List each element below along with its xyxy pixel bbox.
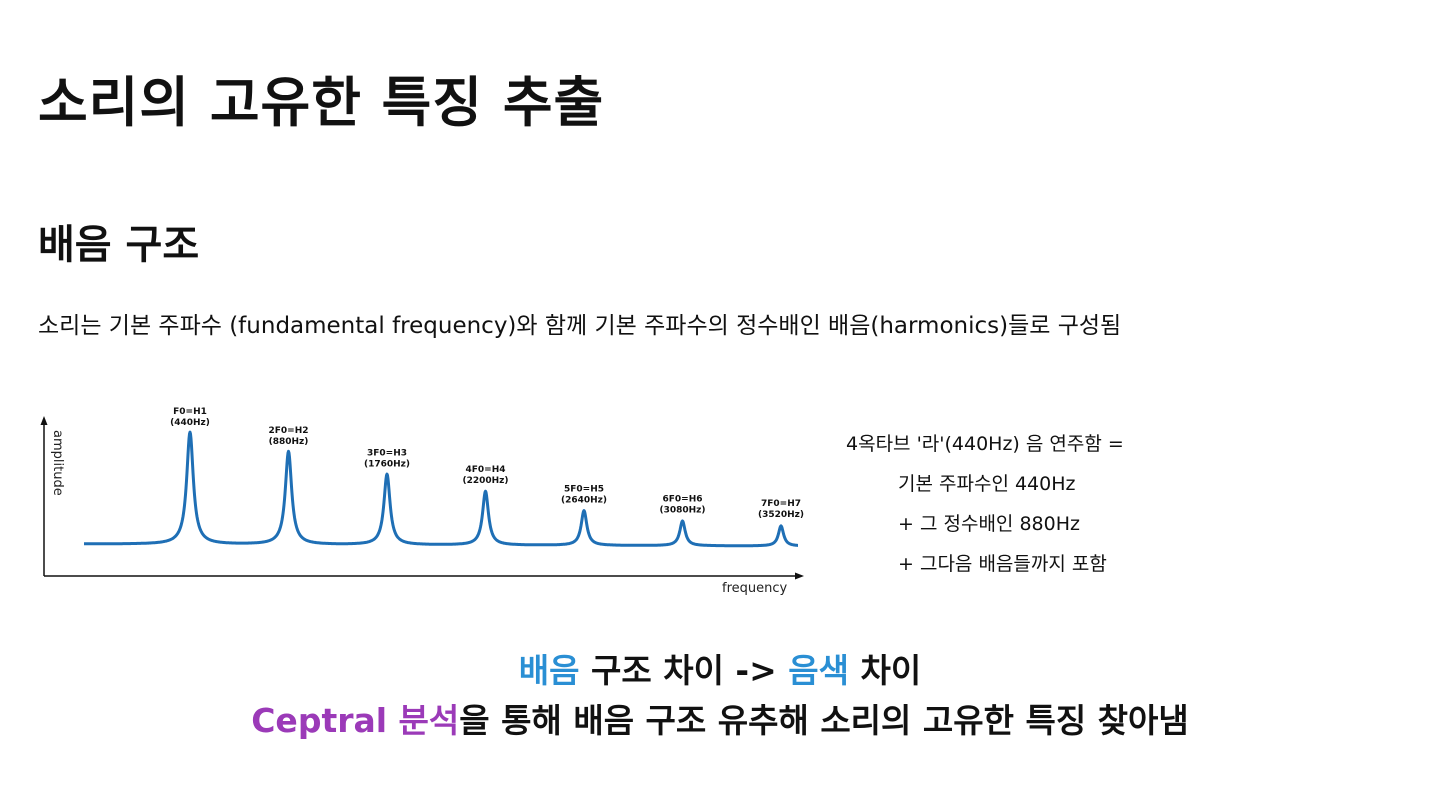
peak-label-name: 4F0=H4 [465, 465, 505, 475]
highlight-harmonics: 배음 [518, 651, 580, 690]
conclusion-text: 차이 [849, 651, 922, 690]
conclusion-line-2: Ceptral 분석을 통해 배음 구조 유추해 소리의 고유한 특징 찾아냄 [0, 696, 1440, 746]
highlight-cepstral: Ceptral 분석 [251, 701, 460, 740]
peak-label-name: 5F0=H5 [564, 484, 604, 494]
x-axis-arrow [795, 572, 804, 580]
peak-label-name: 2F0=H2 [268, 426, 308, 436]
y-axis-arrow [40, 416, 48, 425]
peak-label-freq: (880Hz) [269, 437, 309, 447]
peak-label-name: 6F0=H6 [662, 494, 702, 504]
section-heading: 배음 구조 [38, 222, 200, 268]
peak-label-name: 3F0=H3 [367, 448, 407, 458]
peak-label-name: 7F0=H7 [761, 499, 801, 509]
peak-labels: F0=H1(440Hz) 2F0=H2(880Hz) 3F0=H3(1760Hz) 4… [170, 407, 804, 520]
example-explanation: 4옥타브 '라'(440Hz) 음 연주함 = 기본 주파수인 440Hz + … [846, 424, 1124, 584]
example-line-4: + 그다음 배음들까지 포함 [898, 553, 1107, 575]
spectrum-curve [83, 430, 799, 548]
conclusion-text: 구조 차이 -> [579, 651, 789, 690]
peak-label-freq: (1760Hz) [364, 459, 410, 469]
axes [40, 416, 804, 580]
peak-label-freq: (440Hz) [170, 418, 210, 428]
peak-label-name: F0=H1 [173, 407, 207, 417]
peak-label-freq: (2640Hz) [561, 495, 607, 505]
section-description: 소리는 기본 주파수 (fundamental frequency)와 함께 기… [38, 313, 1122, 339]
example-line-2: 기본 주파수인 440Hz [898, 473, 1076, 495]
peak-label-freq: (3080Hz) [659, 505, 705, 515]
conclusion: 배음 구조 차이 -> 음색 차이 Ceptral 분석을 통해 배음 구조 유… [0, 646, 1440, 746]
peak-label-freq: (3520Hz) [758, 510, 804, 520]
example-line-1: 4옥타브 '라'(440Hz) 음 연주함 = [846, 433, 1124, 455]
slide-title: 소리의 고유한 특징 추출 [38, 71, 605, 134]
harmonic-spectrum-diagram: amplitude frequency F0=H1(440Hz) 2F0=H2(8… [40, 407, 804, 596]
conclusion-text: 을 통해 배음 구조 유추해 소리의 고유한 특징 찾아냄 [459, 701, 1189, 740]
conclusion-line-1: 배음 구조 차이 -> 음색 차이 [0, 646, 1440, 696]
highlight-timbre: 음색 [788, 651, 849, 690]
x-axis-label: frequency [722, 581, 788, 596]
example-line-3: + 그 정수배인 880Hz [898, 513, 1080, 535]
peak-label-freq: (2200Hz) [462, 476, 508, 486]
y-axis-label: amplitude [50, 430, 65, 496]
